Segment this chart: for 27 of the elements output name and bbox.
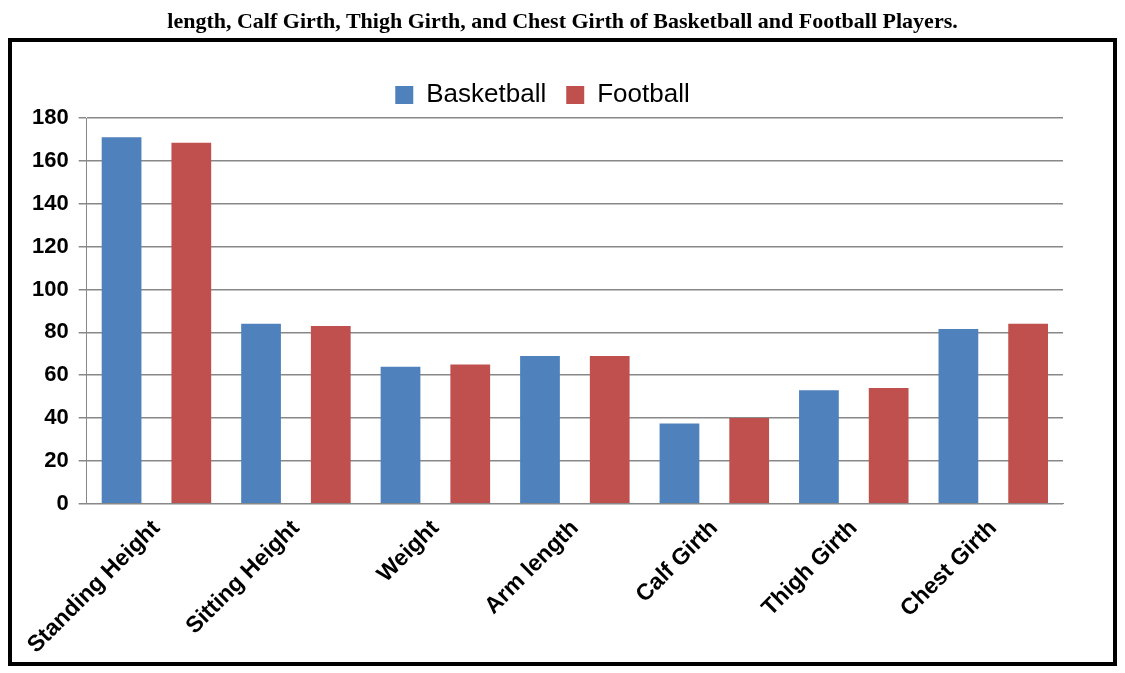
legend-label: Basketball [426,78,547,109]
y-tick-label: 160 [31,146,69,172]
bar [799,390,839,504]
y-tick-label: 100 [31,275,69,301]
y-tick-label: 20 [44,447,69,472]
bar [101,137,142,504]
y-tick-label: 140 [31,189,69,215]
bar [310,325,351,504]
bar [171,142,212,504]
bar [520,355,560,504]
bar [241,323,281,504]
bar [589,355,630,504]
y-tick-label: 0 [56,489,69,515]
y-tick-label: 40 [44,404,69,430]
bar [938,329,979,504]
bar [729,418,770,504]
y-tick-label: 120 [31,232,69,258]
bar [1008,323,1049,504]
y-tick-label: 80 [44,318,69,344]
bar [659,423,700,504]
legend-label: Football [597,78,690,109]
chart-title: length, Calf Girth, Thigh Girth, and Chest Girth of Basketball and Football Players. [166,8,959,34]
bar [868,388,909,504]
y-tick-label: 60 [44,361,69,387]
bar [450,364,491,504]
y-tick-label: 180 [31,104,69,130]
bar [380,366,421,504]
